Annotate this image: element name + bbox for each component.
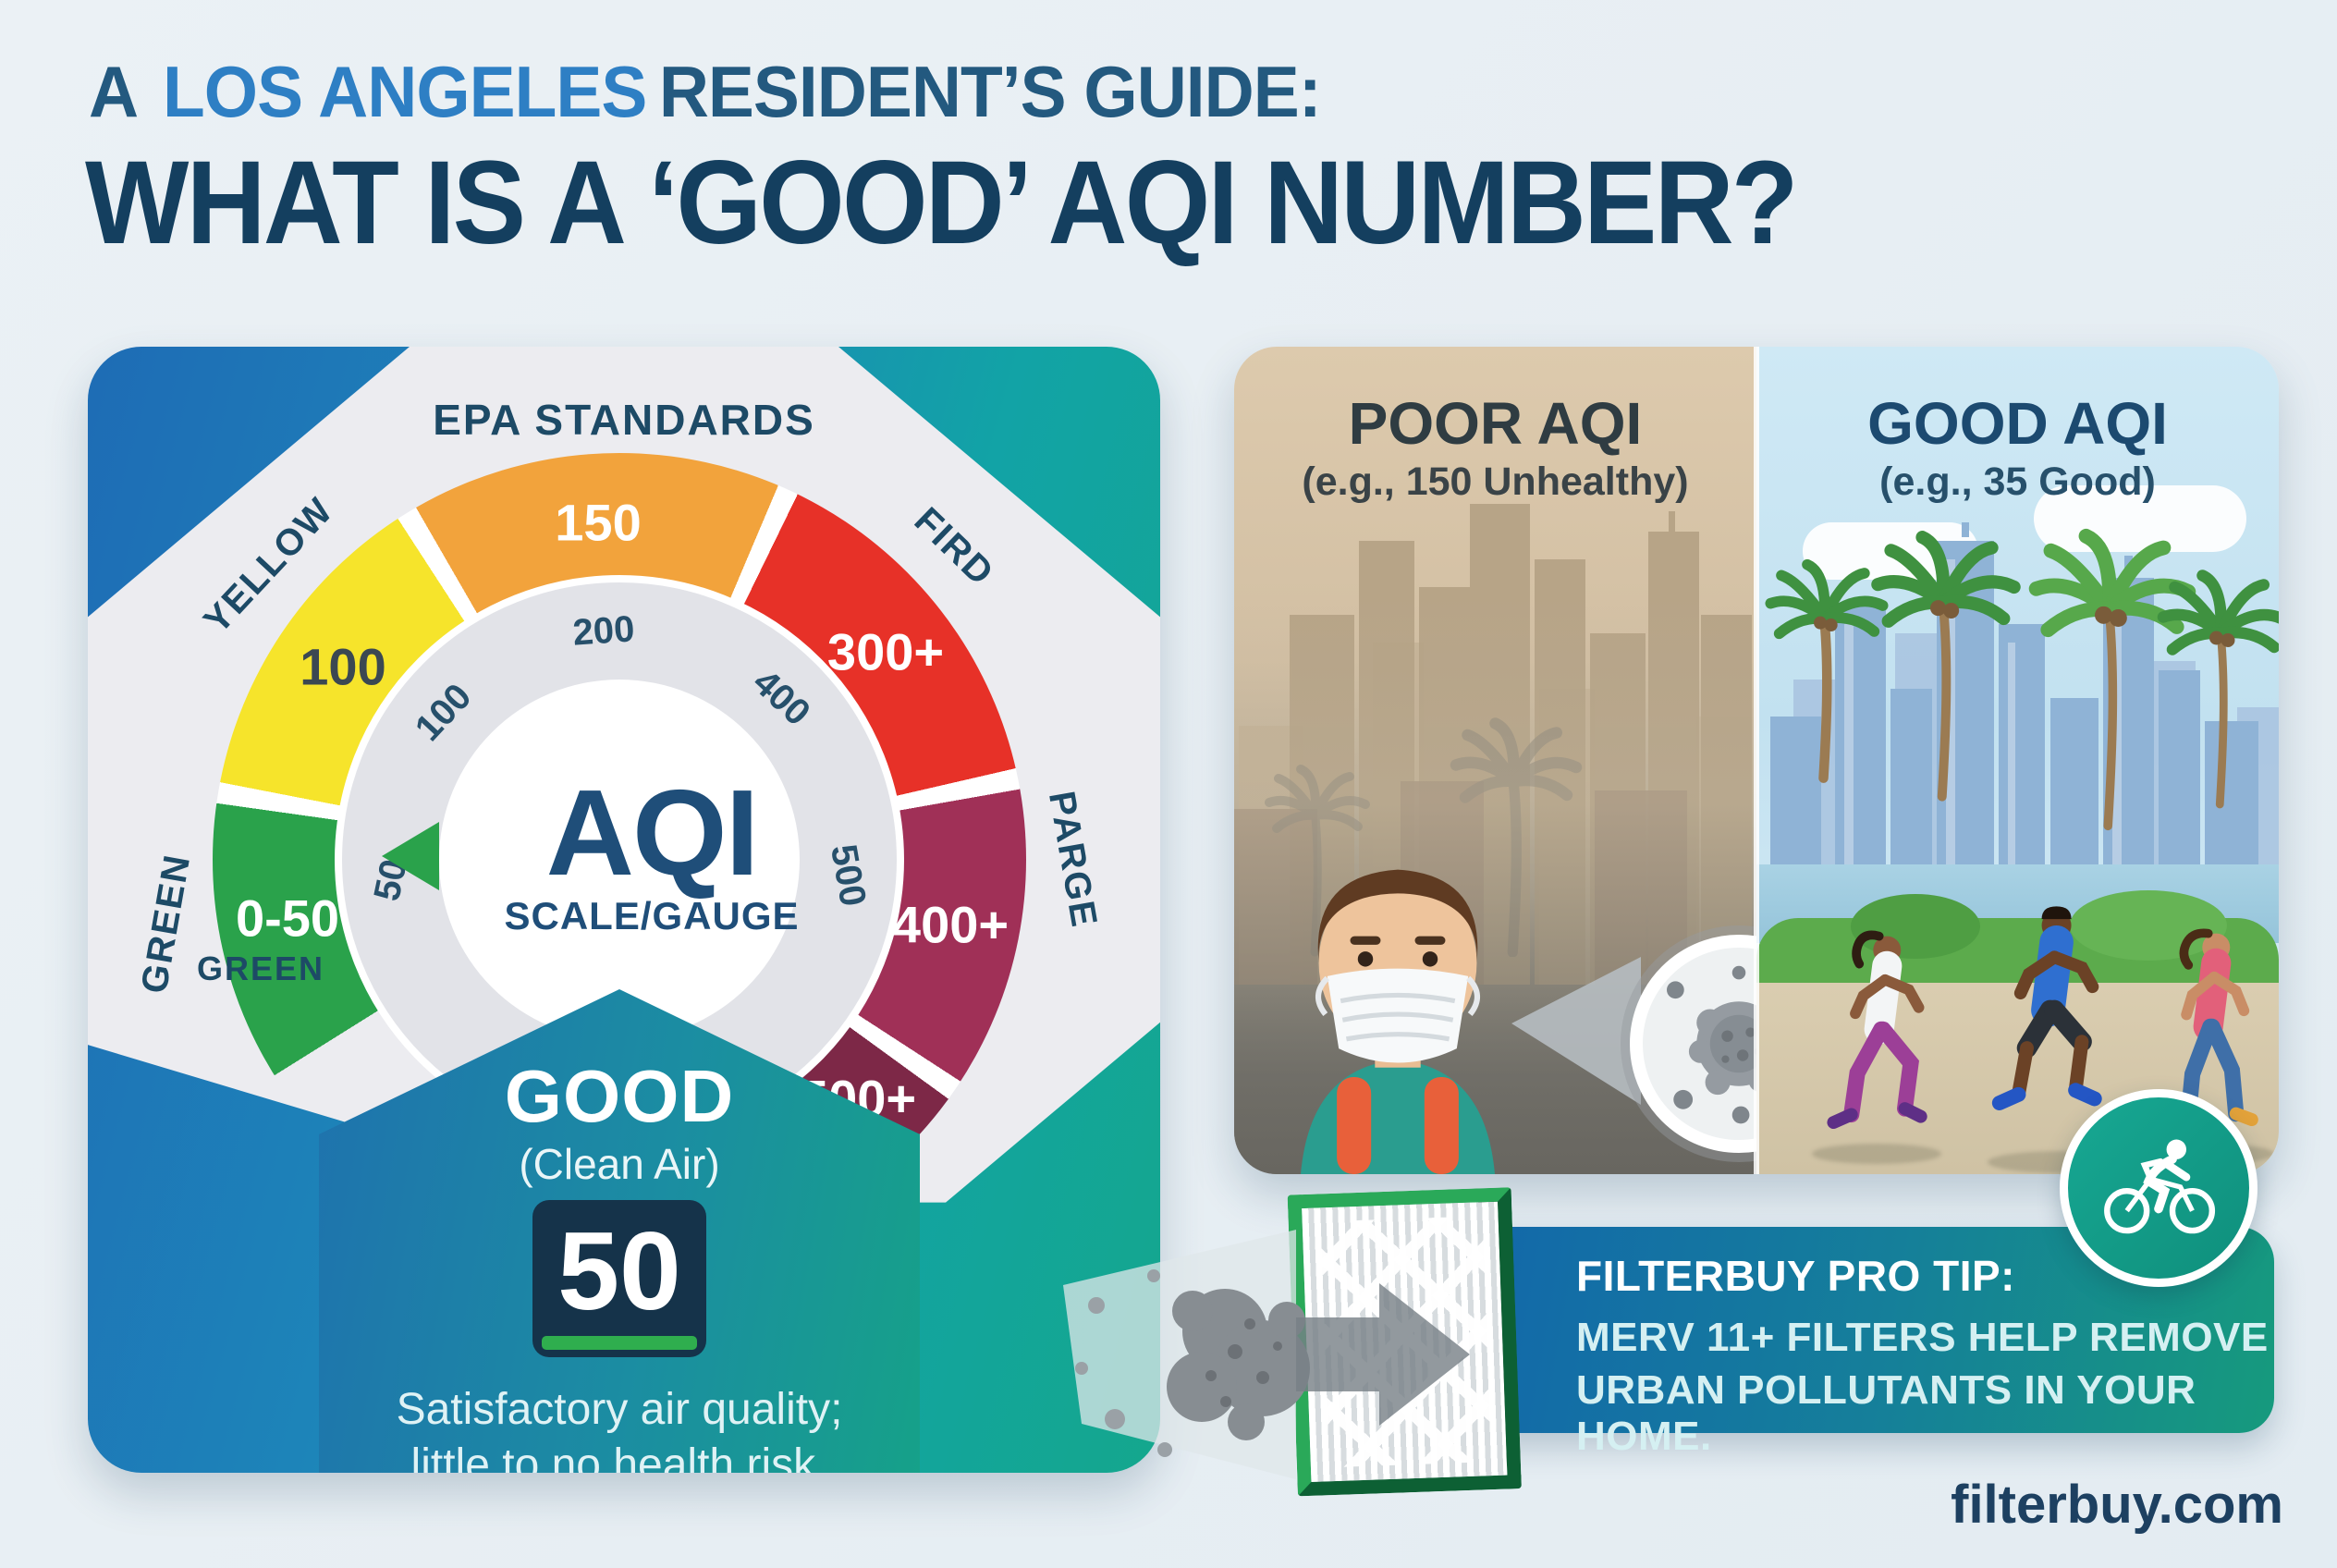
epa-standards-heading: EPA STANDARDS bbox=[433, 396, 815, 444]
cloud-icon bbox=[2034, 485, 2246, 552]
poor-aqi-scene: POOR AQI (e.g., 150 Unhealthy) bbox=[1234, 347, 1756, 1174]
segment-label-maroon: 400+ bbox=[891, 895, 1009, 954]
title-line-2: WHAT IS A ‘GOOD’ AQI NUMBER? bbox=[85, 137, 1798, 269]
status-value: 50 bbox=[557, 1209, 681, 1333]
title-line-1: A LOS ANGELES RESIDENT’S GUIDE: bbox=[89, 50, 1322, 134]
particle-magnifier bbox=[1630, 935, 1756, 1153]
title-suffix: RESIDENT’S GUIDE: bbox=[658, 51, 1322, 132]
palm-tree-icon bbox=[1762, 532, 1891, 809]
jogger-woman-illustration bbox=[1827, 930, 1927, 1130]
good-aqi-subtitle: (e.g., 35 Good) bbox=[1879, 459, 2156, 504]
gauge-pointer-icon bbox=[382, 822, 439, 890]
status-label: GOOD bbox=[504, 1055, 735, 1137]
aqi-gauge-ring: 0-50 100 150 300+ 400+ 500+ 50 100 200 4… bbox=[134, 453, 1105, 1267]
palm-tree-icon bbox=[2025, 448, 2200, 911]
segment-label-yellow: 100 bbox=[300, 637, 386, 696]
jogger-shadow bbox=[1812, 1144, 1941, 1164]
aqi-comparison-panel: POOR AQI (e.g., 150 Unhealthy) bbox=[1234, 347, 2279, 1174]
pro-tip-line2: URBAN POLLUTANTS IN YOUR HOME. bbox=[1576, 1367, 2196, 1459]
status-description: Satisfactory air quality; little to no h… bbox=[319, 1382, 920, 1473]
gauge-center-subtitle: SCALE/GAUGE bbox=[504, 894, 800, 937]
title-highlight: LOS ANGELES bbox=[163, 51, 647, 132]
pollutant-flow-illustration bbox=[1063, 1230, 1470, 1479]
good-aqi-scene: GOOD AQI (e.g., 35 Good) bbox=[1756, 347, 2279, 1174]
brand-website: filterbuy.com bbox=[1951, 1475, 2283, 1535]
gauge-inner-disc bbox=[439, 680, 800, 1040]
title-prefix: A bbox=[89, 51, 139, 132]
poor-aqi-subtitle: (e.g., 150 Unhealthy) bbox=[1302, 459, 1689, 504]
outer-label-green-bottom: GREEN bbox=[197, 949, 325, 987]
scene-divider bbox=[1754, 347, 1759, 1174]
masked-boy-illustration bbox=[1301, 869, 1495, 1174]
pro-tip-heading: FILTERBUY PRO TIP: bbox=[1576, 1252, 2015, 1300]
poor-aqi-title: POOR AQI bbox=[1348, 390, 1643, 457]
gauge-center-title: AQI bbox=[545, 765, 760, 900]
palm-tree-icon bbox=[2154, 504, 2279, 874]
status-sublabel: (Clean Air) bbox=[519, 1140, 720, 1188]
palm-tree-icon bbox=[1867, 467, 2025, 864]
status-description-line1: Satisfactory air quality; bbox=[396, 1385, 843, 1434]
status-description-line2: little to no health risk. bbox=[410, 1440, 828, 1473]
cyclist-badge bbox=[2060, 1089, 2257, 1287]
jogger-man-illustration bbox=[1991, 906, 2102, 1110]
park-bushes bbox=[1756, 890, 2279, 1001]
pro-tip-banner: FILTERBUY PRO TIP: MERV 11+ FILTERS HELP… bbox=[1405, 1227, 2274, 1459]
pro-tip-line1: MERV 11+ FILTERS HELP REMOVE bbox=[1576, 1315, 2269, 1360]
tick-200: 200 bbox=[571, 608, 636, 654]
segment-label-red: 300+ bbox=[826, 622, 945, 681]
status-value-box: 50 bbox=[532, 1200, 706, 1357]
good-aqi-title: GOOD AQI bbox=[1867, 390, 2168, 457]
pollution-particles-icon bbox=[1667, 965, 1756, 1124]
cyclist-icon bbox=[2104, 1139, 2216, 1234]
status-value-underline bbox=[542, 1336, 697, 1350]
segment-label-green: 0-50 bbox=[235, 888, 340, 948]
segment-label-orange: 150 bbox=[555, 493, 642, 552]
aqi-gauge-panel: EPA STANDARDS 0-50 100 150 300+ 400+ 500… bbox=[88, 347, 1160, 1473]
